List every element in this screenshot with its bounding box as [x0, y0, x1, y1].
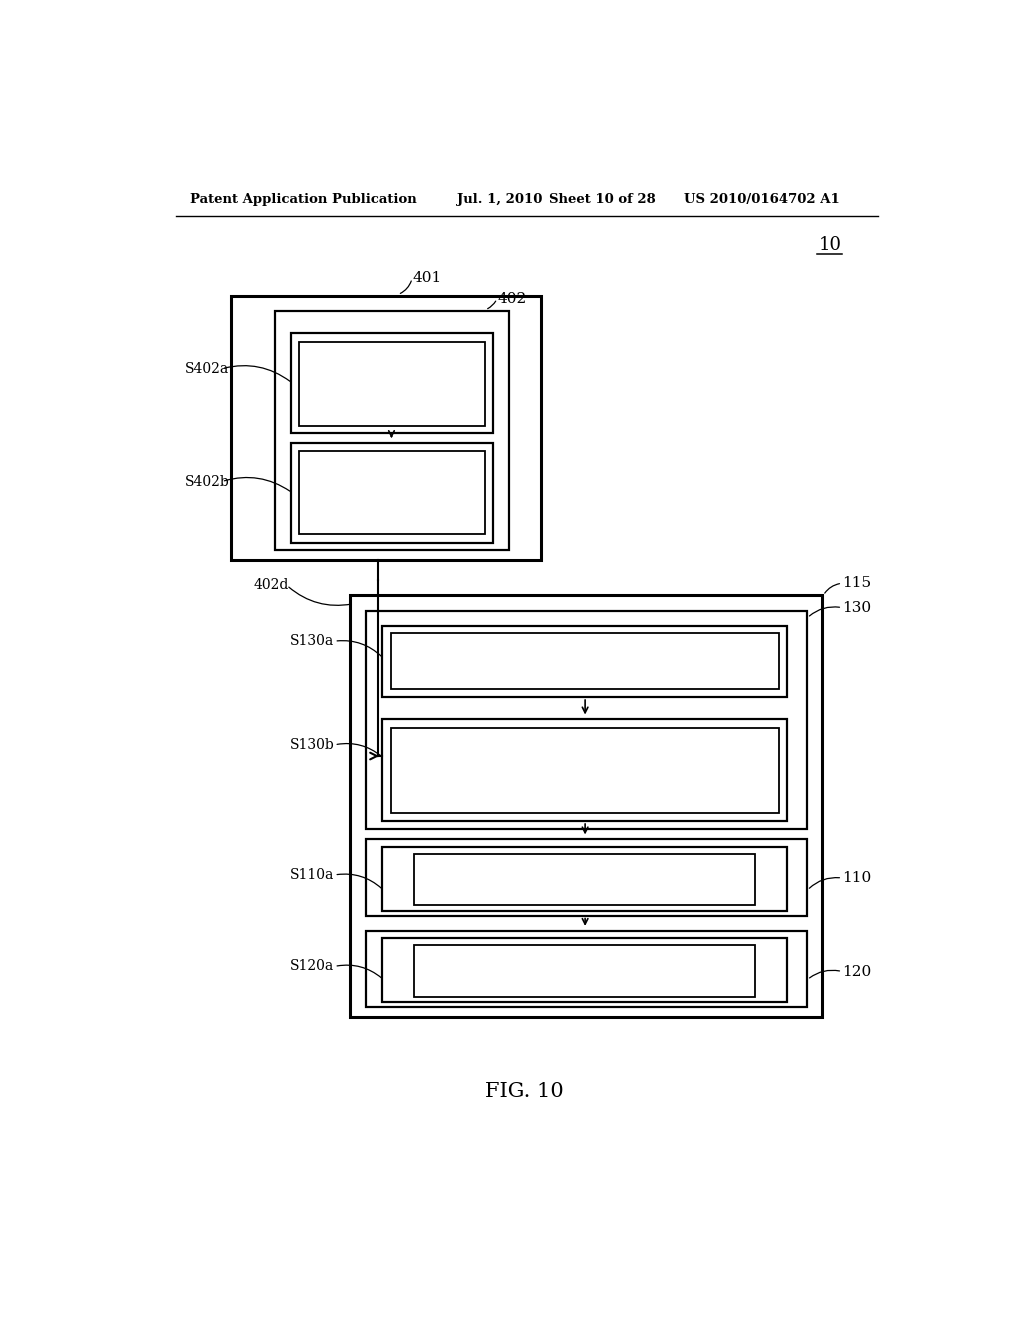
Text: 130: 130: [842, 601, 871, 615]
Text: S402a: S402a: [185, 362, 229, 376]
Bar: [231, 296, 541, 560]
Bar: [414, 945, 755, 997]
Text: Jul. 1, 2010: Jul. 1, 2010: [458, 193, 543, 206]
Text: 402: 402: [497, 292, 526, 306]
Bar: [299, 451, 485, 535]
Text: S402b: S402b: [185, 475, 230, 488]
Bar: [391, 727, 779, 813]
Bar: [382, 846, 786, 911]
Text: Patent Application Publication: Patent Application Publication: [189, 193, 417, 206]
Text: 110: 110: [842, 871, 871, 884]
Text: Sheet 10 of 28: Sheet 10 of 28: [549, 193, 655, 206]
Bar: [274, 312, 509, 549]
Text: S110a: S110a: [290, 869, 334, 882]
Bar: [291, 333, 494, 433]
Bar: [382, 626, 786, 697]
Text: 401: 401: [412, 272, 441, 285]
Bar: [382, 939, 786, 1002]
Text: S130a: S130a: [290, 634, 334, 648]
Bar: [299, 342, 485, 426]
Text: 10: 10: [818, 236, 842, 253]
Bar: [291, 444, 494, 543]
Bar: [391, 634, 779, 689]
Bar: [382, 719, 786, 821]
Text: 115: 115: [842, 577, 871, 590]
Text: S120a: S120a: [290, 960, 334, 973]
Bar: [350, 595, 822, 1018]
Text: 120: 120: [842, 965, 871, 978]
Bar: [367, 840, 807, 916]
Bar: [367, 611, 807, 829]
Text: US 2010/0164702 A1: US 2010/0164702 A1: [684, 193, 840, 206]
Bar: [414, 854, 755, 906]
Text: S130b: S130b: [290, 738, 334, 752]
Bar: [367, 931, 807, 1007]
Text: FIG. 10: FIG. 10: [485, 1082, 564, 1101]
Text: 402d: 402d: [253, 578, 289, 593]
